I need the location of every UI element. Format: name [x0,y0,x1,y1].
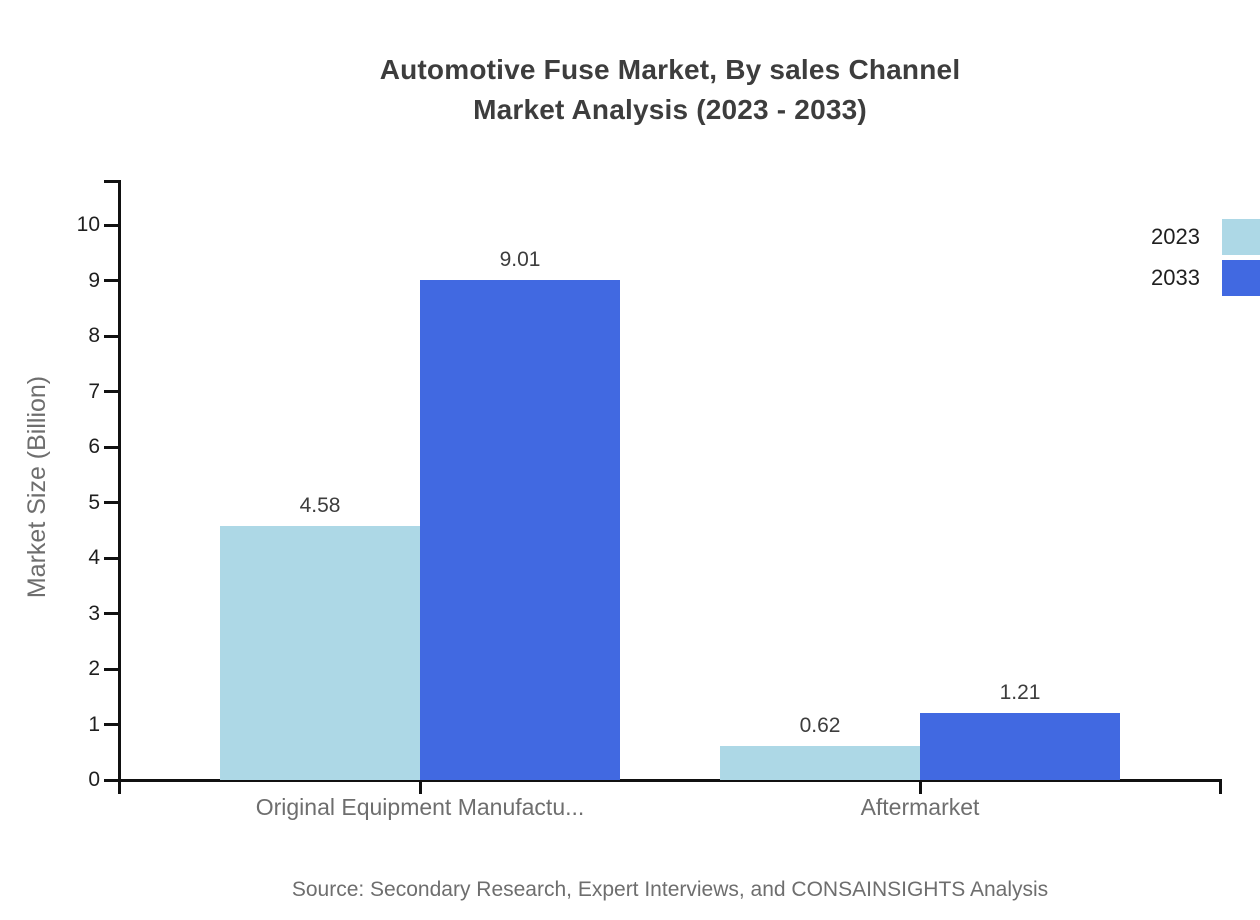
y-tick-label: 8 [88,324,100,347]
x-tick-mark [418,780,422,794]
y-tick-mark [104,667,118,671]
legend-label-2023: 2023 [1151,224,1200,249]
y-tick-mark [104,501,118,504]
bar-value-label: 9.01 [499,247,541,271]
legend-swatch-2033 [1222,260,1260,296]
bar-value-label: 4.58 [299,493,341,517]
bar-2033-cat1 [920,712,1120,780]
y-tick-mark [104,556,118,560]
bar-2023-cat1 [720,745,920,780]
legend-label-2033: 2033 [1151,265,1200,290]
y-tick-label: 10 [76,213,100,236]
y-tick-mark [104,390,118,393]
x-axis-line [104,779,1222,782]
y-tick-label: 6 [88,435,100,458]
bar-value-label: 0.62 [799,713,841,737]
y-axis-end-cap [104,180,121,183]
y-tick-label: 5 [88,490,100,514]
y-tick-label: 7 [88,379,100,403]
source-note: Source: Secondary Research, Expert Inter… [291,878,1049,901]
legend-swatch-2023 [1222,219,1260,255]
bar-2023-cat0 [220,525,420,780]
chart-title-line2: Market Analysis (2023 - 2033) [473,94,867,125]
y-tick-label: 3 [88,601,100,625]
y-axis-line [118,180,121,794]
y-tick-mark [104,279,118,282]
y-tick-label: 2 [88,657,100,680]
x-tick-mark [918,780,922,794]
y-tick-mark [104,612,118,615]
y-tick-label: 9 [88,268,100,292]
y-tick-mark [104,334,118,338]
bar-2033-cat0 [420,279,620,780]
y-tick-label: 1 [88,712,100,736]
y-tick-mark [104,445,118,449]
y-tick-mark [104,778,118,782]
chart-title-line1: Automotive Fuse Market, By sales Channel [379,54,961,85]
x-category-label: Aftermarket [860,794,980,820]
x-category-label: Original Equipment Manufactu... [255,794,585,820]
y-tick-label: 0 [88,768,100,791]
bar-value-label: 1.21 [999,680,1041,704]
x-axis-end-cap [1219,780,1222,794]
y-tick-mark [104,723,118,726]
y-tick-label: 4 [88,546,100,569]
y-tick-mark [104,223,118,227]
chart-title: Automotive Fuse Market, By sales Channel… [70,50,1260,130]
